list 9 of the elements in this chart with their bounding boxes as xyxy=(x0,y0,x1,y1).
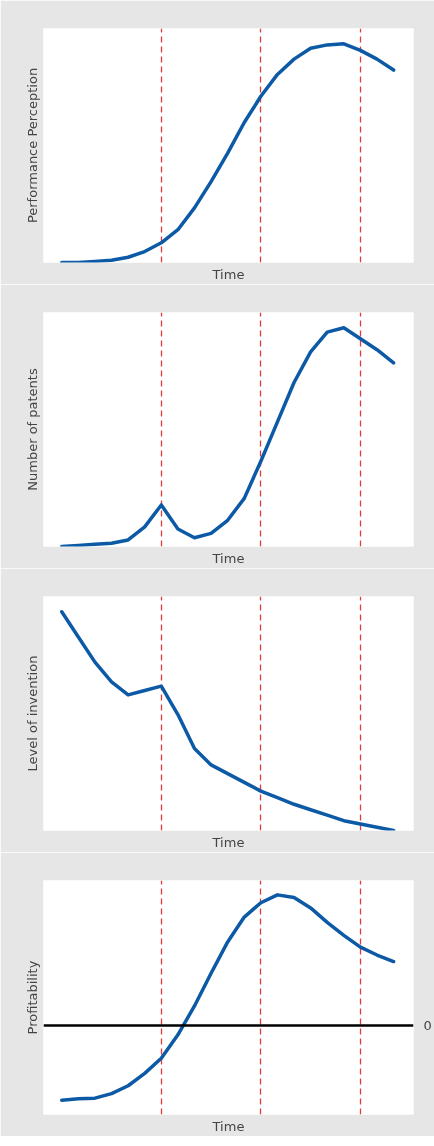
x-axis-title: Time xyxy=(211,1118,245,1134)
x-axis-title: Time xyxy=(211,550,245,566)
y-axis-title: Profitability xyxy=(24,960,40,1035)
ref-line-label: 0 xyxy=(423,1018,432,1034)
y-axis-title: Number of patents xyxy=(24,368,40,491)
y-axis-title: Level of invention xyxy=(24,655,40,772)
x-axis-title: Time xyxy=(211,266,245,282)
y-axis-title: Performance Perception xyxy=(24,67,40,224)
x-axis-title: Time xyxy=(211,834,245,850)
